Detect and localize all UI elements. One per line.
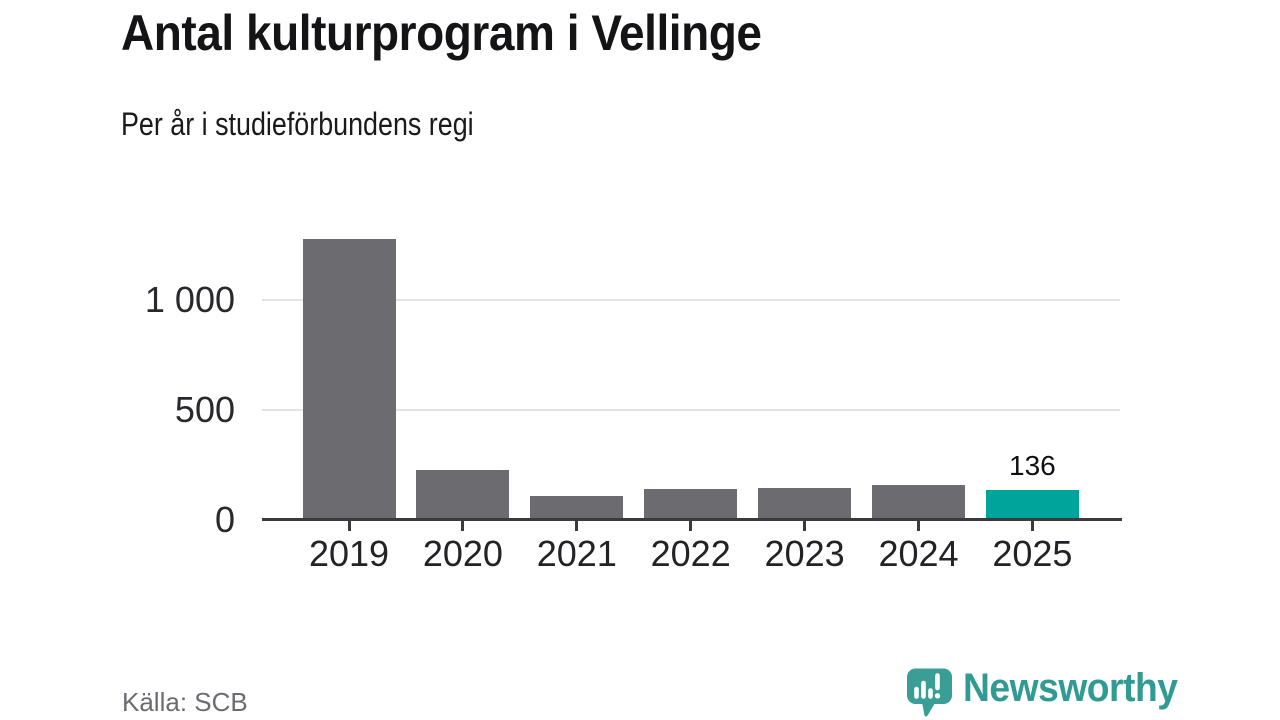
x-axis-label-2024: 2024: [878, 533, 959, 574]
bar-2023: [758, 488, 852, 520]
x-axis-tick: [1030, 520, 1034, 531]
newsworthy-logo-text: Newsworthy: [963, 666, 1178, 710]
newsworthy-logo: Newsworthy: [905, 666, 1194, 718]
bar-2025: [985, 490, 1079, 520]
y-axis-tick-label: 500: [174, 388, 235, 430]
x-axis-tick: [803, 520, 807, 531]
bar-2020: [416, 469, 510, 520]
x-axis-tick: [575, 520, 579, 531]
bar-2022: [644, 488, 738, 520]
chart-subtitle: Per år i studieförbundens regi: [121, 106, 474, 142]
plot-area: 0 500 1 000 2019 2020 2021 2022 2023 2024 2025 136: [145, 228, 1122, 574]
bar-2019: [302, 239, 396, 520]
x-axis-label-2020: 2020: [422, 533, 503, 574]
y-axis-tick-label: 0: [214, 499, 235, 540]
bar-2021: [530, 496, 624, 520]
x-axis-label-2025: 2025: [992, 533, 1073, 574]
x-axis-label-2019: 2019: [308, 533, 390, 574]
bar-2024: [872, 484, 965, 520]
x-axis-line: [262, 518, 1122, 521]
x-axis-tick: [461, 520, 465, 531]
source-label: Källa: SCB: [122, 687, 248, 717]
x-axis-tick: [347, 520, 351, 531]
gridline-1000: [262, 298, 1120, 301]
x-axis-label-2023: 2023: [764, 533, 845, 574]
x-axis-label-2021: 2021: [536, 533, 617, 574]
y-axis-tick-label: 1 000: [144, 278, 235, 320]
bar-value-label: 136: [1009, 450, 1056, 482]
chart-title: Antal kulturprogram i Vellinge: [121, 5, 762, 61]
gridline-500: [262, 408, 1120, 411]
x-axis-tick: [917, 520, 920, 531]
newsworthy-logo-icon: [907, 668, 952, 717]
x-axis-label-2022: 2022: [650, 533, 731, 574]
x-axis-tick: [689, 520, 693, 531]
